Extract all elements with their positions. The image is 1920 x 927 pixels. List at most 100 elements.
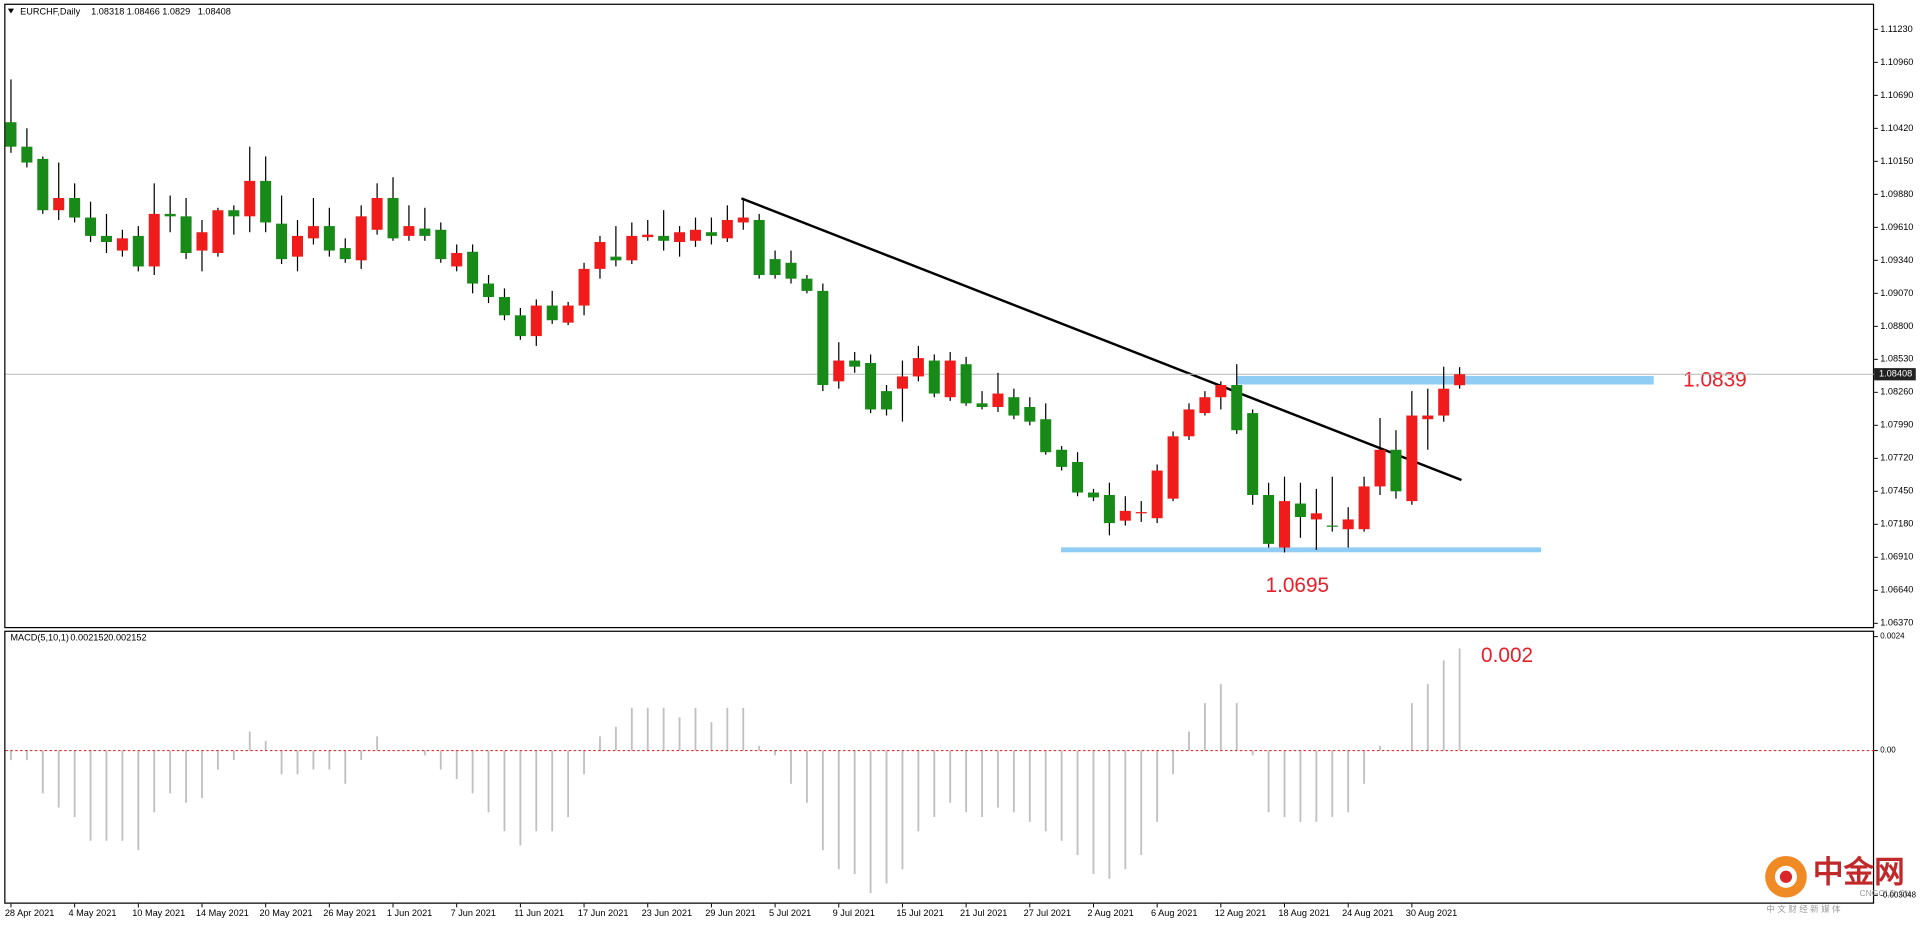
candle-body bbox=[1151, 470, 1163, 519]
macd-bar bbox=[169, 750, 172, 794]
macd-bar bbox=[821, 750, 824, 851]
candle-body bbox=[1326, 525, 1338, 527]
macd-bar bbox=[10, 750, 12, 761]
watermark-domain: CNGOLD.CN bbox=[1859, 888, 1910, 898]
macd-panel bbox=[4, 630, 1875, 904]
candle-body bbox=[1215, 384, 1227, 398]
macd-bar bbox=[1410, 703, 1413, 751]
candle-body bbox=[323, 226, 335, 251]
macd-bar bbox=[1219, 684, 1222, 751]
macd-bar bbox=[901, 750, 904, 870]
candle-body bbox=[1072, 461, 1084, 493]
x-tick-label: 15 Jul 2021 bbox=[896, 908, 943, 918]
x-tick-label: 4 May 2021 bbox=[69, 908, 117, 918]
candle-body bbox=[1119, 510, 1131, 521]
y-tick-label: 1.08800 bbox=[1880, 321, 1913, 331]
candle-body bbox=[100, 235, 112, 242]
candle-body bbox=[1231, 384, 1243, 431]
candle-body bbox=[881, 391, 893, 410]
macd-bar bbox=[933, 750, 936, 818]
macd-bar bbox=[981, 750, 983, 818]
macd-bar bbox=[535, 750, 538, 832]
candle-body bbox=[737, 217, 749, 223]
candle-body bbox=[1438, 388, 1450, 416]
candle-body bbox=[1358, 486, 1370, 530]
macd-bar bbox=[73, 750, 76, 818]
macd-bar bbox=[41, 750, 44, 794]
candle-body bbox=[1294, 503, 1306, 517]
candle-body bbox=[228, 210, 240, 217]
candle-body bbox=[1135, 512, 1147, 514]
x-tick-label: 9 Jul 2021 bbox=[833, 908, 875, 918]
y-tick-label: 1.06910 bbox=[1880, 552, 1913, 562]
macd-bar bbox=[1028, 750, 1031, 822]
macd-bar bbox=[137, 750, 140, 851]
candle-body bbox=[705, 232, 717, 236]
x-tick-label: 20 May 2021 bbox=[260, 908, 313, 918]
macd-value: 0.002152 bbox=[70, 632, 108, 642]
candle-body bbox=[578, 268, 590, 306]
candle-body bbox=[1024, 406, 1036, 422]
macd-bar bbox=[662, 707, 665, 751]
macd-bar bbox=[1108, 750, 1111, 879]
header-low: 1.0829 bbox=[162, 7, 190, 17]
macd-bar bbox=[1299, 750, 1302, 822]
macd-bar bbox=[89, 750, 92, 841]
candle-body bbox=[928, 360, 940, 394]
x-tick-label: 6 Aug 2021 bbox=[1151, 908, 1197, 918]
macd-bar bbox=[1156, 750, 1159, 822]
macd-bar bbox=[1044, 750, 1047, 832]
macd-bar bbox=[503, 750, 506, 832]
macd-bar bbox=[1426, 684, 1429, 751]
macd-bar bbox=[949, 750, 952, 803]
macd-bar bbox=[121, 750, 124, 841]
candle-body bbox=[674, 232, 686, 242]
candle-body bbox=[912, 358, 924, 377]
x-tick-label: 7 Jun 2021 bbox=[451, 908, 496, 918]
macd-bar bbox=[837, 750, 840, 870]
candle-body bbox=[276, 223, 288, 260]
x-tick-label: 28 Apr 2021 bbox=[5, 908, 54, 918]
macd-bar bbox=[471, 750, 474, 794]
macd-bar bbox=[1235, 703, 1238, 751]
macd-bar bbox=[885, 750, 888, 884]
candle-body bbox=[1310, 513, 1322, 520]
x-tick-label: 17 Jun 2021 bbox=[578, 908, 629, 918]
candle-body bbox=[1374, 449, 1386, 487]
candle-body bbox=[1279, 501, 1291, 548]
macd-bar bbox=[423, 750, 426, 756]
trendline bbox=[740, 197, 1462, 482]
macd-bar bbox=[216, 750, 219, 770]
menu-arrow bbox=[7, 8, 15, 14]
annotation: 1.0839 bbox=[1683, 368, 1747, 391]
macd-bar bbox=[248, 731, 251, 751]
y-tick-label: 1.07450 bbox=[1880, 486, 1913, 496]
macd-bar bbox=[758, 745, 761, 751]
candle-body bbox=[1454, 374, 1466, 386]
candle-body bbox=[148, 213, 160, 267]
x-tick-label: 11 Jun 2021 bbox=[514, 908, 564, 918]
candle-body bbox=[307, 226, 319, 239]
y-tick-label: 1.08260 bbox=[1880, 387, 1913, 397]
macd-bar bbox=[312, 750, 315, 770]
x-tick-label: 24 Aug 2021 bbox=[1342, 908, 1394, 918]
y-tick-label: 1.11230 bbox=[1880, 24, 1912, 34]
candle-body bbox=[1040, 419, 1052, 453]
candle-body bbox=[21, 146, 33, 163]
candle-body bbox=[944, 360, 956, 398]
resistance-band bbox=[1237, 375, 1654, 385]
candle-body bbox=[387, 198, 399, 239]
candle-body bbox=[721, 220, 733, 239]
y-tick-label: 1.10150 bbox=[1880, 156, 1913, 166]
macd-bar bbox=[328, 750, 331, 770]
candle-body bbox=[833, 360, 845, 382]
macd-bar bbox=[583, 750, 585, 775]
macd-bar bbox=[997, 750, 999, 808]
candle-body bbox=[865, 362, 877, 410]
candle-body bbox=[1008, 397, 1020, 416]
x-tick-label: 1 Jun 2021 bbox=[387, 908, 432, 918]
header-open: 1.08318 bbox=[91, 7, 124, 17]
candle-body bbox=[785, 262, 797, 279]
macd-bar bbox=[646, 707, 649, 751]
y-tick-label: 1.09610 bbox=[1880, 222, 1913, 232]
